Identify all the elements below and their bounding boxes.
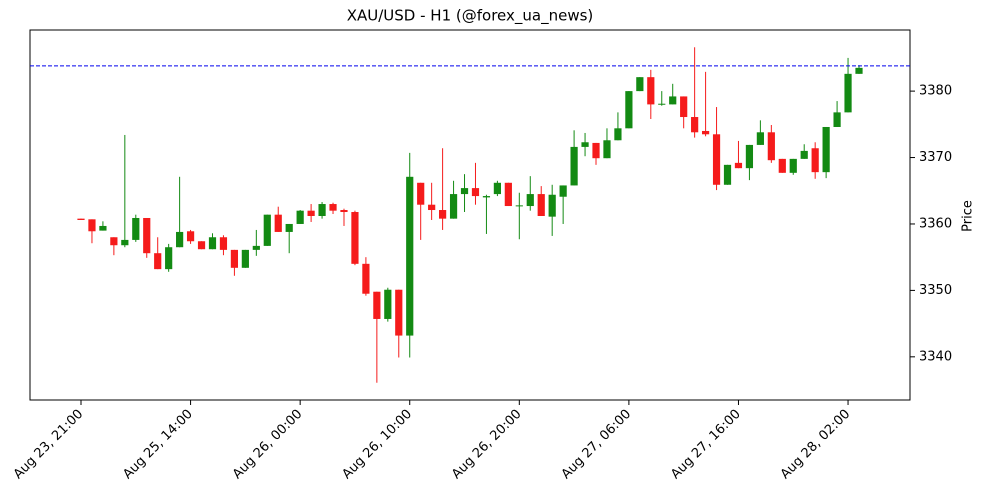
candle-body <box>833 112 841 127</box>
candle-body <box>844 73 852 113</box>
candle-body <box>460 188 469 195</box>
candle-body <box>592 142 600 159</box>
candle-body <box>351 212 359 264</box>
candle-body <box>493 182 501 195</box>
candle-body <box>274 214 282 232</box>
candle-body <box>636 77 644 92</box>
candle-body <box>197 241 206 250</box>
candle-body <box>449 194 458 219</box>
candle-body <box>417 182 425 205</box>
candle-body <box>701 130 710 135</box>
candle-body <box>154 253 162 270</box>
candle-body <box>570 146 578 186</box>
candle-body <box>208 237 217 250</box>
candle-body <box>77 218 85 220</box>
candle-body <box>800 150 808 159</box>
candle-body <box>723 164 732 185</box>
candle-body <box>329 204 337 211</box>
candle-body <box>362 263 370 294</box>
candle-body <box>241 249 249 268</box>
candle-body <box>756 132 764 145</box>
candle-body <box>88 219 96 232</box>
candle-body <box>789 158 797 173</box>
candle-body <box>428 204 436 211</box>
candle-body <box>537 194 545 216</box>
candle-body <box>778 158 786 173</box>
y-axis-label: Price <box>961 200 976 232</box>
candle-body <box>143 217 151 254</box>
candle-body <box>471 188 480 197</box>
candle-body <box>132 217 140 240</box>
candle-body <box>121 239 129 246</box>
candle-body <box>296 210 304 224</box>
candle-body <box>811 148 819 173</box>
candle-body <box>439 210 447 219</box>
candle-body <box>822 126 830 173</box>
y-tick-label: 3370 <box>919 150 952 165</box>
plot-frame <box>29 29 911 401</box>
candle-body <box>285 223 293 232</box>
candle-body <box>110 237 118 246</box>
candle-body <box>230 249 239 268</box>
candle-body <box>186 231 195 242</box>
candle-body <box>340 210 348 213</box>
candle-body <box>307 210 315 216</box>
chart-title: XAU/USD - H1 (@forex_ua_news) <box>347 7 594 26</box>
y-tick-label: 3340 <box>919 349 952 364</box>
candle-body <box>855 67 863 74</box>
candle-body <box>406 176 414 336</box>
candle-body <box>219 237 228 250</box>
y-tick-label: 3380 <box>919 84 952 99</box>
candle-body <box>603 140 611 159</box>
candle-body <box>165 247 173 270</box>
candle-body <box>647 77 655 105</box>
candle-body <box>515 205 523 207</box>
y-tick-label: 3350 <box>919 283 952 298</box>
candle-body <box>559 185 567 197</box>
y-tick-label: 3360 <box>919 216 952 231</box>
candle-body <box>734 162 743 169</box>
candle-body <box>548 194 556 217</box>
candle-body <box>680 96 688 118</box>
candle-body <box>504 182 512 207</box>
candle-body <box>99 225 107 231</box>
candle-body <box>318 204 326 216</box>
candle-body <box>767 132 775 161</box>
candle-body <box>482 196 491 198</box>
candle-body <box>625 91 633 129</box>
candle-body <box>384 289 392 319</box>
candle-body <box>526 194 534 207</box>
candle-body <box>691 117 699 133</box>
candle-body <box>176 231 184 248</box>
candle-body <box>373 291 381 319</box>
candle-body <box>745 144 754 169</box>
candle-body <box>581 142 589 147</box>
candle-body <box>712 134 721 185</box>
candle-body <box>658 103 666 105</box>
candle-body <box>614 128 622 141</box>
candle-body <box>669 96 677 105</box>
candle-body <box>395 289 403 336</box>
candle-body <box>252 245 260 250</box>
candle-body <box>263 214 271 246</box>
